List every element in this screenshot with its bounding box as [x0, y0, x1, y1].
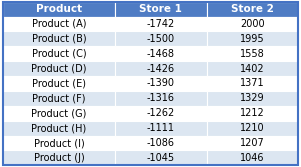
Text: -1111: -1111 [147, 123, 175, 133]
Bar [206, 91, 298, 106]
Bar [206, 2, 298, 17]
Text: Product (C): Product (C) [32, 49, 86, 59]
Bar [3, 61, 115, 76]
Bar [115, 31, 206, 46]
Bar [3, 121, 115, 136]
Bar [3, 31, 115, 46]
Bar [115, 136, 206, 150]
Text: Store 2: Store 2 [231, 4, 274, 14]
Text: -1316: -1316 [147, 93, 175, 103]
Bar [3, 136, 115, 150]
Bar [115, 17, 206, 31]
Text: -1390: -1390 [147, 78, 175, 89]
Text: -1262: -1262 [147, 108, 175, 118]
Bar [115, 46, 206, 61]
Bar [3, 76, 115, 91]
Bar [206, 106, 298, 121]
Text: 1212: 1212 [240, 108, 265, 118]
Text: 1210: 1210 [240, 123, 265, 133]
Bar [206, 76, 298, 91]
Text: 1402: 1402 [240, 64, 265, 74]
Text: -1045: -1045 [147, 153, 175, 163]
Text: 2000: 2000 [240, 19, 265, 29]
Text: Product: Product [36, 4, 82, 14]
Text: Product (I): Product (I) [34, 138, 85, 148]
Text: Product (D): Product (D) [31, 64, 87, 74]
Text: Store 1: Store 1 [139, 4, 182, 14]
Bar [3, 150, 115, 165]
Bar [115, 61, 206, 76]
Text: 1558: 1558 [240, 49, 265, 59]
Text: -1426: -1426 [147, 64, 175, 74]
Bar [115, 91, 206, 106]
Bar [115, 150, 206, 165]
Bar [206, 150, 298, 165]
Text: Product (B): Product (B) [32, 34, 86, 44]
Bar [3, 106, 115, 121]
Text: 1329: 1329 [240, 93, 265, 103]
Bar [3, 17, 115, 31]
Bar [115, 76, 206, 91]
Text: Product (E): Product (E) [32, 78, 86, 89]
Text: Product (G): Product (G) [31, 108, 87, 118]
Bar [206, 136, 298, 150]
Text: 1995: 1995 [240, 34, 265, 44]
Bar [115, 2, 206, 17]
Bar [3, 2, 115, 17]
Text: -1742: -1742 [147, 19, 175, 29]
Bar [206, 61, 298, 76]
Text: 1046: 1046 [240, 153, 265, 163]
Bar [206, 46, 298, 61]
Bar [206, 17, 298, 31]
Bar [3, 46, 115, 61]
Bar [115, 106, 206, 121]
Bar [206, 31, 298, 46]
Bar [206, 121, 298, 136]
Bar [115, 121, 206, 136]
Text: Product (A): Product (A) [32, 19, 86, 29]
Text: -1086: -1086 [147, 138, 175, 148]
Text: 1207: 1207 [240, 138, 265, 148]
Text: 1371: 1371 [240, 78, 265, 89]
Text: -1468: -1468 [147, 49, 175, 59]
Text: Product (J): Product (J) [34, 153, 85, 163]
Text: Product (H): Product (H) [31, 123, 87, 133]
Text: -1500: -1500 [147, 34, 175, 44]
Text: Product (F): Product (F) [32, 93, 86, 103]
Bar [3, 91, 115, 106]
